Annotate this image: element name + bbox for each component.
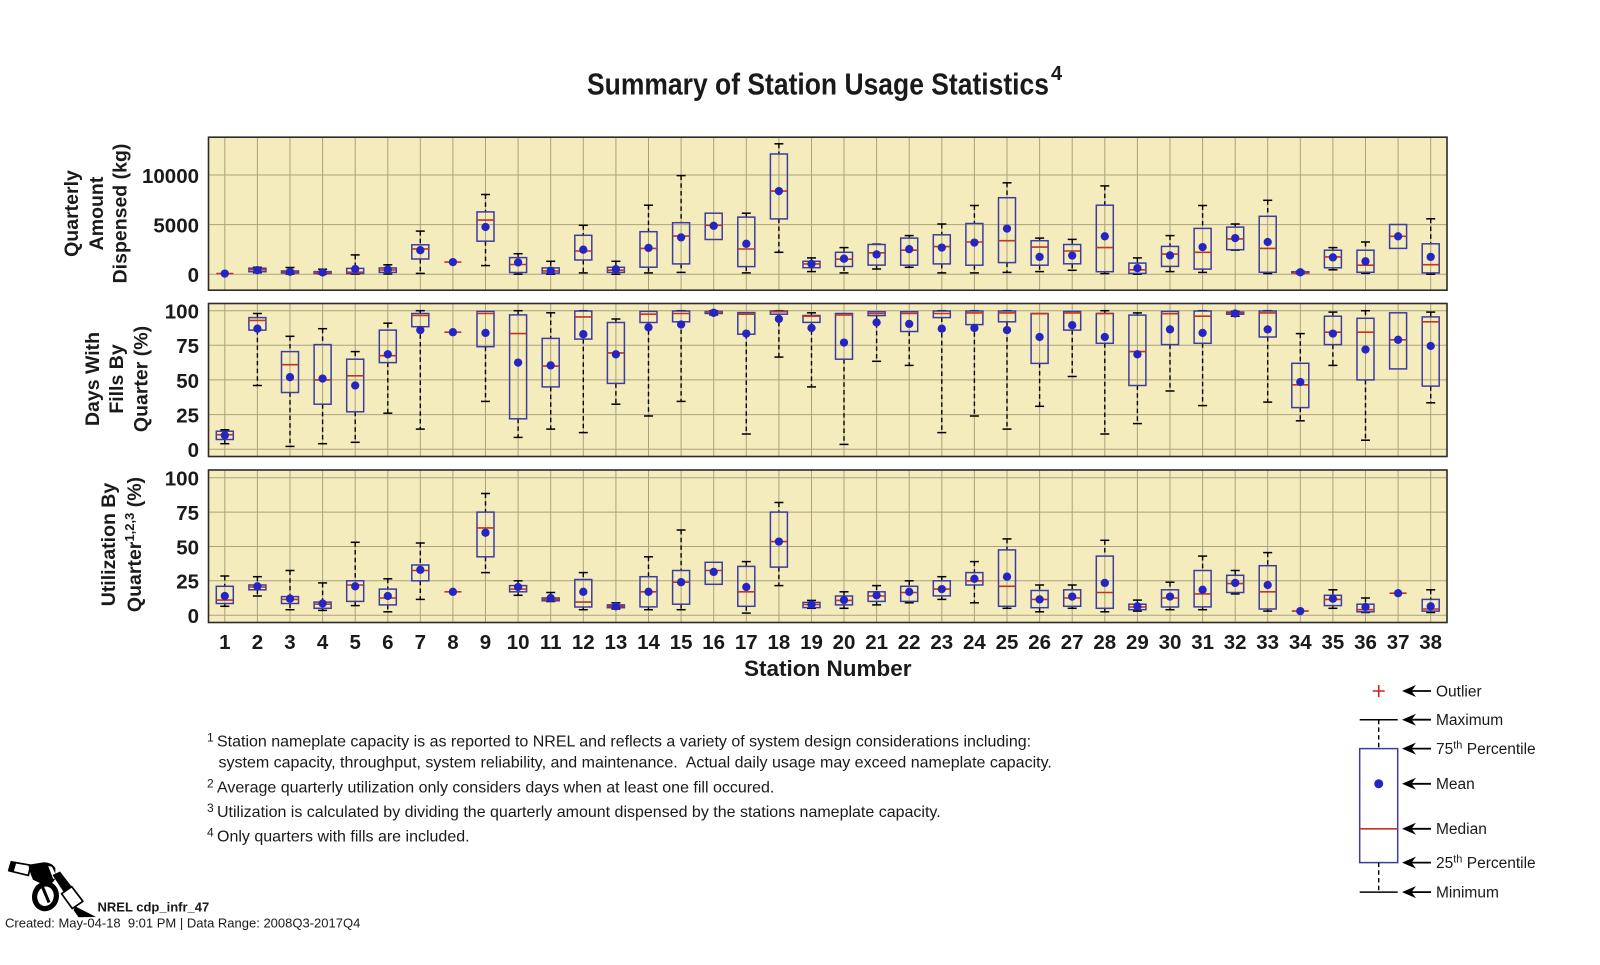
svg-text:Only quarters with fills are i: Only quarters with fills are included. [217, 829, 470, 846]
svg-text:25th Percentile: 25th Percentile [1436, 854, 1536, 873]
svg-text:28: 28 [1093, 631, 1116, 654]
svg-text:4: 4 [207, 826, 214, 840]
svg-text:24: 24 [963, 631, 986, 654]
svg-text:Mean: Mean [1436, 776, 1475, 793]
svg-text:75: 75 [176, 502, 199, 525]
svg-text:2: 2 [207, 777, 214, 791]
svg-text:Amount: Amount [86, 176, 108, 250]
svg-text:8: 8 [447, 631, 458, 654]
svg-text:Maximum: Maximum [1436, 712, 1503, 729]
svg-text:Utilization is calculated by d: Utilization is calculated by dividing th… [217, 804, 941, 821]
svg-text:25: 25 [996, 631, 1019, 654]
svg-text:Days With: Days With [82, 332, 104, 426]
svg-text:Summary of Station Usage Stati: Summary of Station Usage Statistics [587, 67, 1049, 102]
svg-text:25: 25 [176, 405, 199, 428]
svg-text:Quarter1,2,3 (%): Quarter1,2,3 (%) [122, 477, 146, 612]
svg-text:35: 35 [1321, 631, 1344, 654]
svg-text:10: 10 [507, 631, 530, 654]
svg-text:27: 27 [1061, 631, 1084, 654]
svg-text:Utilization By: Utilization By [98, 483, 120, 607]
svg-text:5: 5 [349, 631, 360, 654]
svg-text:17: 17 [735, 631, 758, 654]
svg-text:32: 32 [1224, 631, 1247, 654]
svg-text:0: 0 [188, 264, 199, 287]
svg-text:20: 20 [833, 631, 856, 654]
svg-text:Created: May-04-18 9:01 PM |: Created: May-04-18 9:01 PM | Data Range:… [5, 916, 360, 931]
svg-text:1: 1 [207, 731, 214, 745]
svg-text:50: 50 [176, 370, 199, 393]
svg-text:1: 1 [219, 631, 230, 654]
svg-text:100: 100 [165, 301, 199, 324]
svg-text:4: 4 [1051, 63, 1063, 85]
svg-text:30: 30 [1159, 631, 1182, 654]
svg-text:7: 7 [415, 631, 426, 654]
svg-text:Outlier: Outlier [1436, 683, 1482, 700]
svg-text:11: 11 [540, 631, 562, 654]
svg-text:33: 33 [1256, 631, 1279, 654]
svg-text:Fills By: Fills By [106, 344, 128, 414]
svg-text:Station Number: Station Number [744, 656, 912, 681]
svg-text:21: 21 [865, 631, 888, 654]
svg-text:22: 22 [898, 631, 921, 654]
svg-text:10000: 10000 [142, 165, 199, 188]
svg-text:31: 31 [1191, 631, 1214, 654]
svg-text:34: 34 [1289, 631, 1312, 654]
svg-text:15: 15 [670, 631, 693, 654]
svg-text:100: 100 [165, 468, 199, 491]
svg-text:19: 19 [800, 631, 823, 654]
svg-text:36: 36 [1354, 631, 1377, 654]
svg-text:23: 23 [930, 631, 953, 654]
svg-text:26: 26 [1028, 631, 1051, 654]
svg-text:3: 3 [284, 631, 295, 654]
svg-text:Median: Median [1436, 821, 1487, 838]
svg-text:0: 0 [188, 439, 199, 462]
svg-text:4: 4 [317, 631, 329, 654]
svg-text:Station nameplate capacity is: Station nameplate capacity is as reporte… [217, 734, 1031, 751]
svg-text:16: 16 [702, 631, 725, 654]
svg-text:5000: 5000 [153, 215, 199, 238]
svg-text:25: 25 [176, 571, 199, 594]
svg-text:75th Percentile: 75th Percentile [1436, 740, 1536, 759]
svg-text:NREL cdp_infr_47: NREL cdp_infr_47 [98, 899, 210, 914]
svg-text:Average quarterly utilization: Average quarterly utilization only consi… [217, 780, 774, 797]
svg-text:38: 38 [1419, 631, 1442, 654]
svg-text:Quarterly: Quarterly [61, 170, 83, 257]
svg-text:14: 14 [637, 631, 660, 654]
svg-text:3: 3 [207, 801, 214, 815]
svg-text:0: 0 [188, 605, 199, 628]
svg-text:75: 75 [176, 335, 199, 358]
svg-text:18: 18 [767, 631, 790, 654]
svg-text:Minimum: Minimum [1436, 885, 1499, 902]
svg-text:13: 13 [604, 631, 627, 654]
svg-text:50: 50 [176, 536, 199, 559]
svg-text:9: 9 [480, 631, 491, 654]
svg-text:12: 12 [572, 631, 595, 654]
svg-text:Dispensed (kg): Dispensed (kg) [109, 144, 131, 284]
svg-text:6: 6 [382, 631, 393, 654]
svg-text:system capacity, throughput, s: system capacity, throughput, system reli… [219, 754, 1052, 771]
svg-text:Quarter (%): Quarter (%) [130, 326, 152, 432]
svg-text:2: 2 [252, 631, 263, 654]
svg-text:37: 37 [1387, 631, 1410, 654]
svg-text:29: 29 [1126, 631, 1149, 654]
